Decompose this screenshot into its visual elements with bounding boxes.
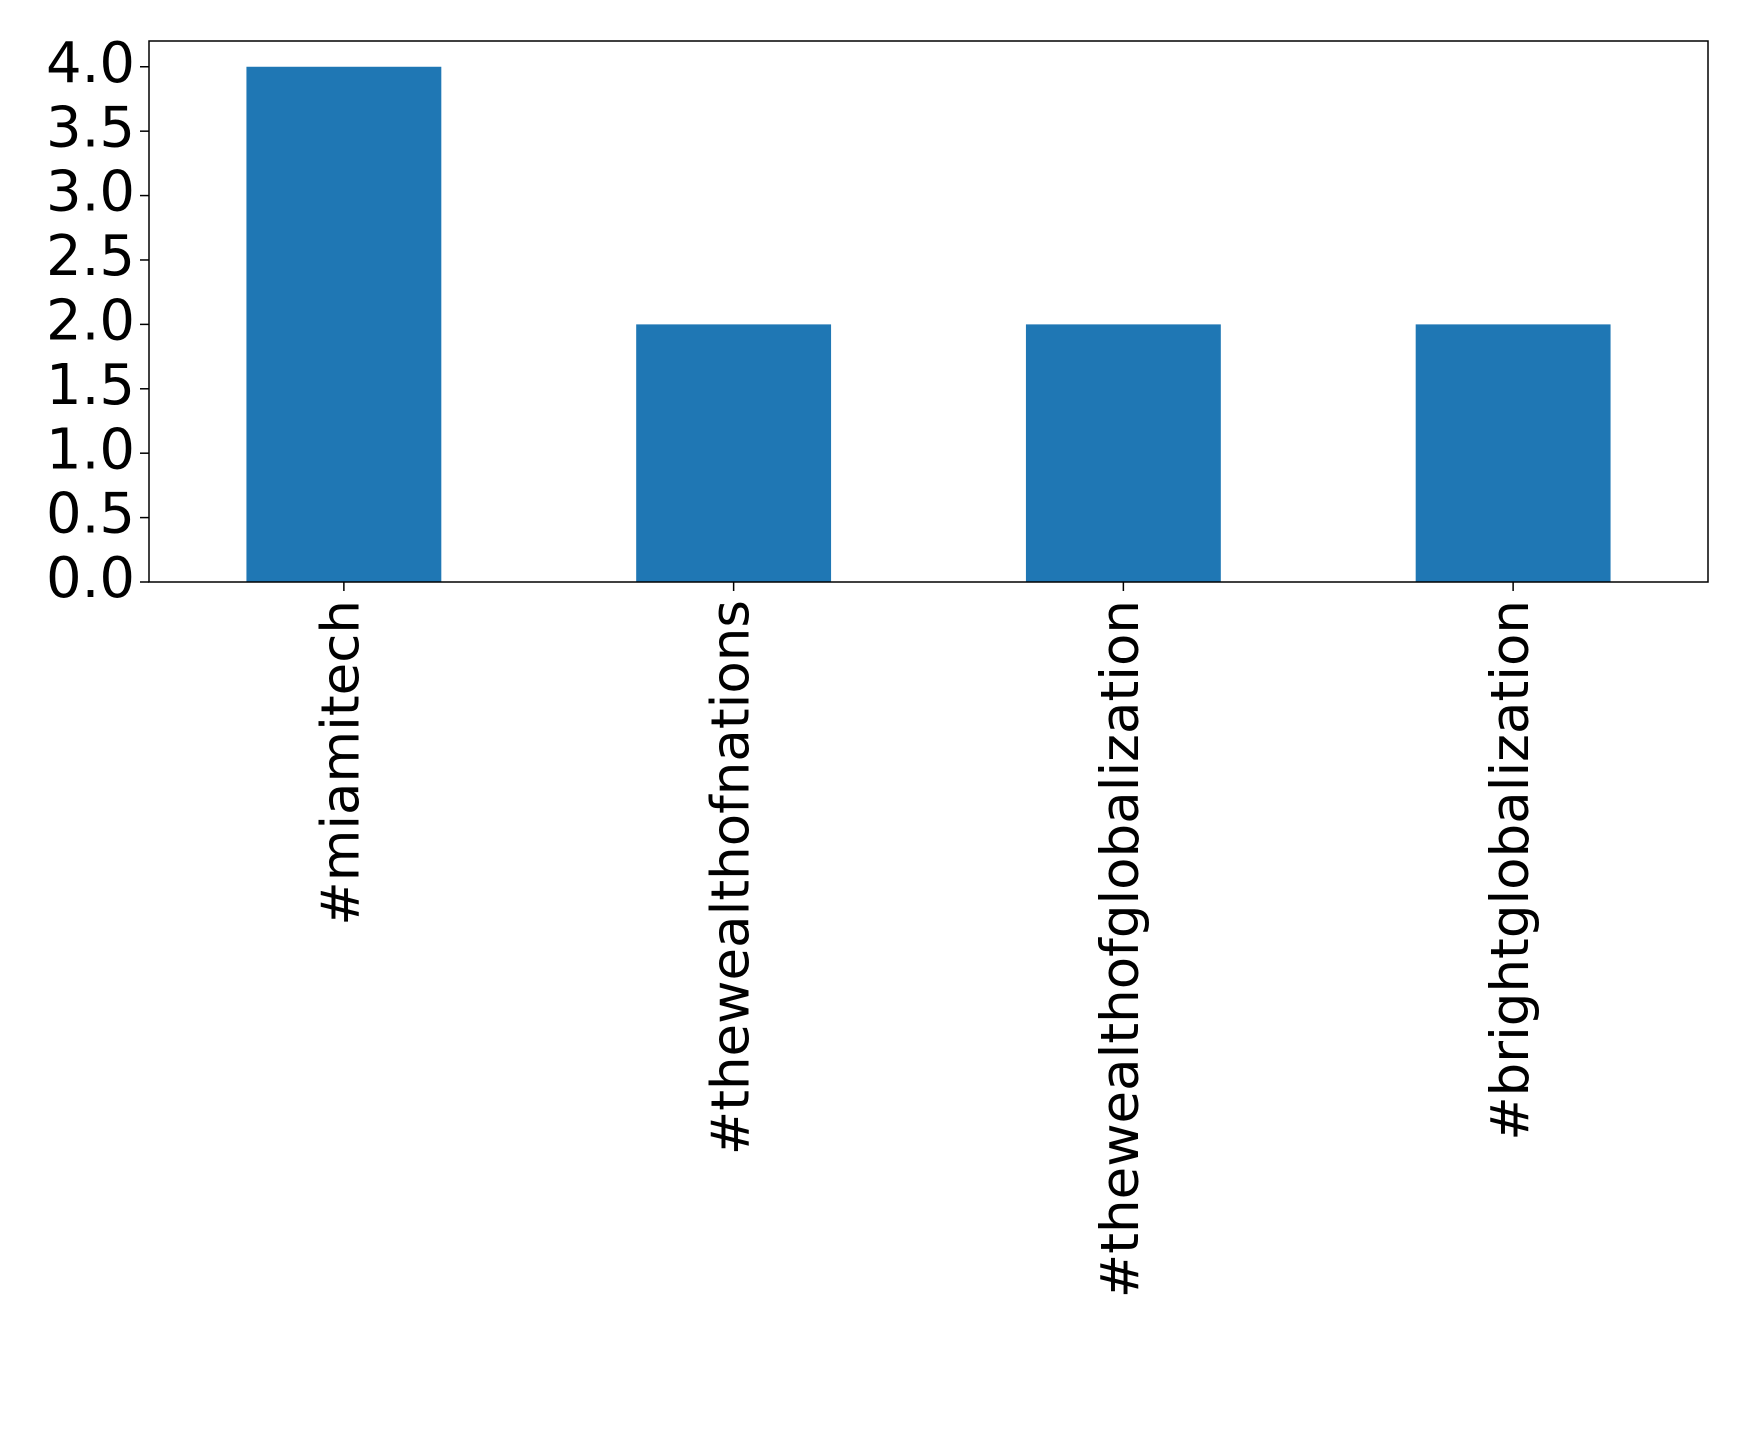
bar bbox=[1415, 324, 1611, 582]
y-tick-label: 2.0 bbox=[46, 289, 135, 354]
y-tick-label: 4.0 bbox=[46, 31, 135, 96]
y-tick-label: 1.5 bbox=[46, 353, 135, 418]
y-tick-label: 2.5 bbox=[46, 224, 135, 289]
x-tick-label: #miamitech bbox=[311, 600, 372, 926]
bar bbox=[636, 324, 832, 582]
bar bbox=[246, 66, 442, 582]
x-tick-label: #brightglobalization bbox=[1480, 600, 1541, 1141]
bar bbox=[1025, 324, 1221, 582]
x-tick-label: #thewealthofglobalization bbox=[1090, 600, 1151, 1298]
y-tick-label: 3.5 bbox=[46, 95, 135, 160]
y-tick-label: 0.5 bbox=[46, 482, 135, 547]
y-tick-label: 3.0 bbox=[46, 160, 135, 225]
plot-frame bbox=[148, 40, 1709, 583]
y-tick-label: 1.0 bbox=[46, 417, 135, 482]
x-tick-label: #thewealthofnations bbox=[700, 600, 761, 1155]
y-tick-label: 0.0 bbox=[46, 546, 135, 611]
